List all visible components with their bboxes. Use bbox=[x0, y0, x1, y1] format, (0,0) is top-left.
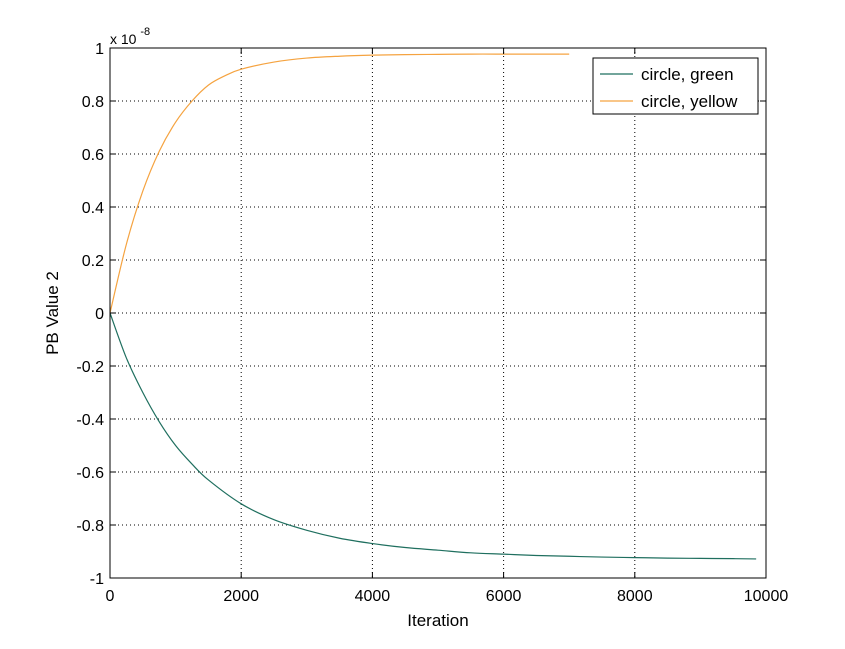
y-scale-factor: x 10 -8 bbox=[110, 26, 150, 47]
y-tick-label: -1 bbox=[90, 571, 104, 588]
x-tick-label: 6000 bbox=[486, 588, 522, 605]
data-series bbox=[109, 53, 757, 560]
y-tick-label: 0.8 bbox=[82, 94, 104, 111]
y-tick-label: 1 bbox=[95, 41, 104, 58]
x-tick-label: 4000 bbox=[355, 588, 391, 605]
y-tick-label: 0.6 bbox=[82, 147, 104, 164]
x-tick-label: 10000 bbox=[744, 588, 789, 605]
legend-label-yellow: circle, yellow bbox=[641, 92, 738, 111]
axis-ticks bbox=[109, 47, 767, 579]
y-scale-exponent: -8 bbox=[140, 26, 150, 38]
tick-labels: 0 2000 4000 6000 8000 10000 1 0.8 0.6 0.4 0.2 0 -0.2… bbox=[76, 41, 788, 605]
legend-label-green: circle, green bbox=[641, 65, 734, 84]
y-tick-label: 0.4 bbox=[82, 200, 104, 217]
y-tick-label: 0.2 bbox=[82, 253, 104, 270]
y-tick-label: -0.2 bbox=[76, 359, 104, 376]
x-tick-label: 8000 bbox=[617, 588, 653, 605]
series-line-green bbox=[109, 312, 757, 560]
x-tick-label: 2000 bbox=[223, 588, 259, 605]
y-tick-label: -0.4 bbox=[76, 412, 104, 429]
y-tick-label: -0.6 bbox=[76, 465, 104, 482]
legend: circle, green circle, yellow bbox=[592, 57, 759, 115]
legend-box bbox=[592, 57, 759, 115]
y-tick-label: 0 bbox=[95, 306, 104, 323]
y-tick-label: -0.8 bbox=[76, 518, 104, 535]
x-axis-label: Iteration bbox=[407, 611, 468, 630]
y-scale-base: x 10 bbox=[110, 31, 137, 47]
y-axis-label: PB Value 2 bbox=[43, 271, 62, 355]
series-line-yellow bbox=[109, 53, 570, 314]
grid-lines bbox=[110, 48, 766, 578]
x-tick-label: 0 bbox=[106, 588, 115, 605]
